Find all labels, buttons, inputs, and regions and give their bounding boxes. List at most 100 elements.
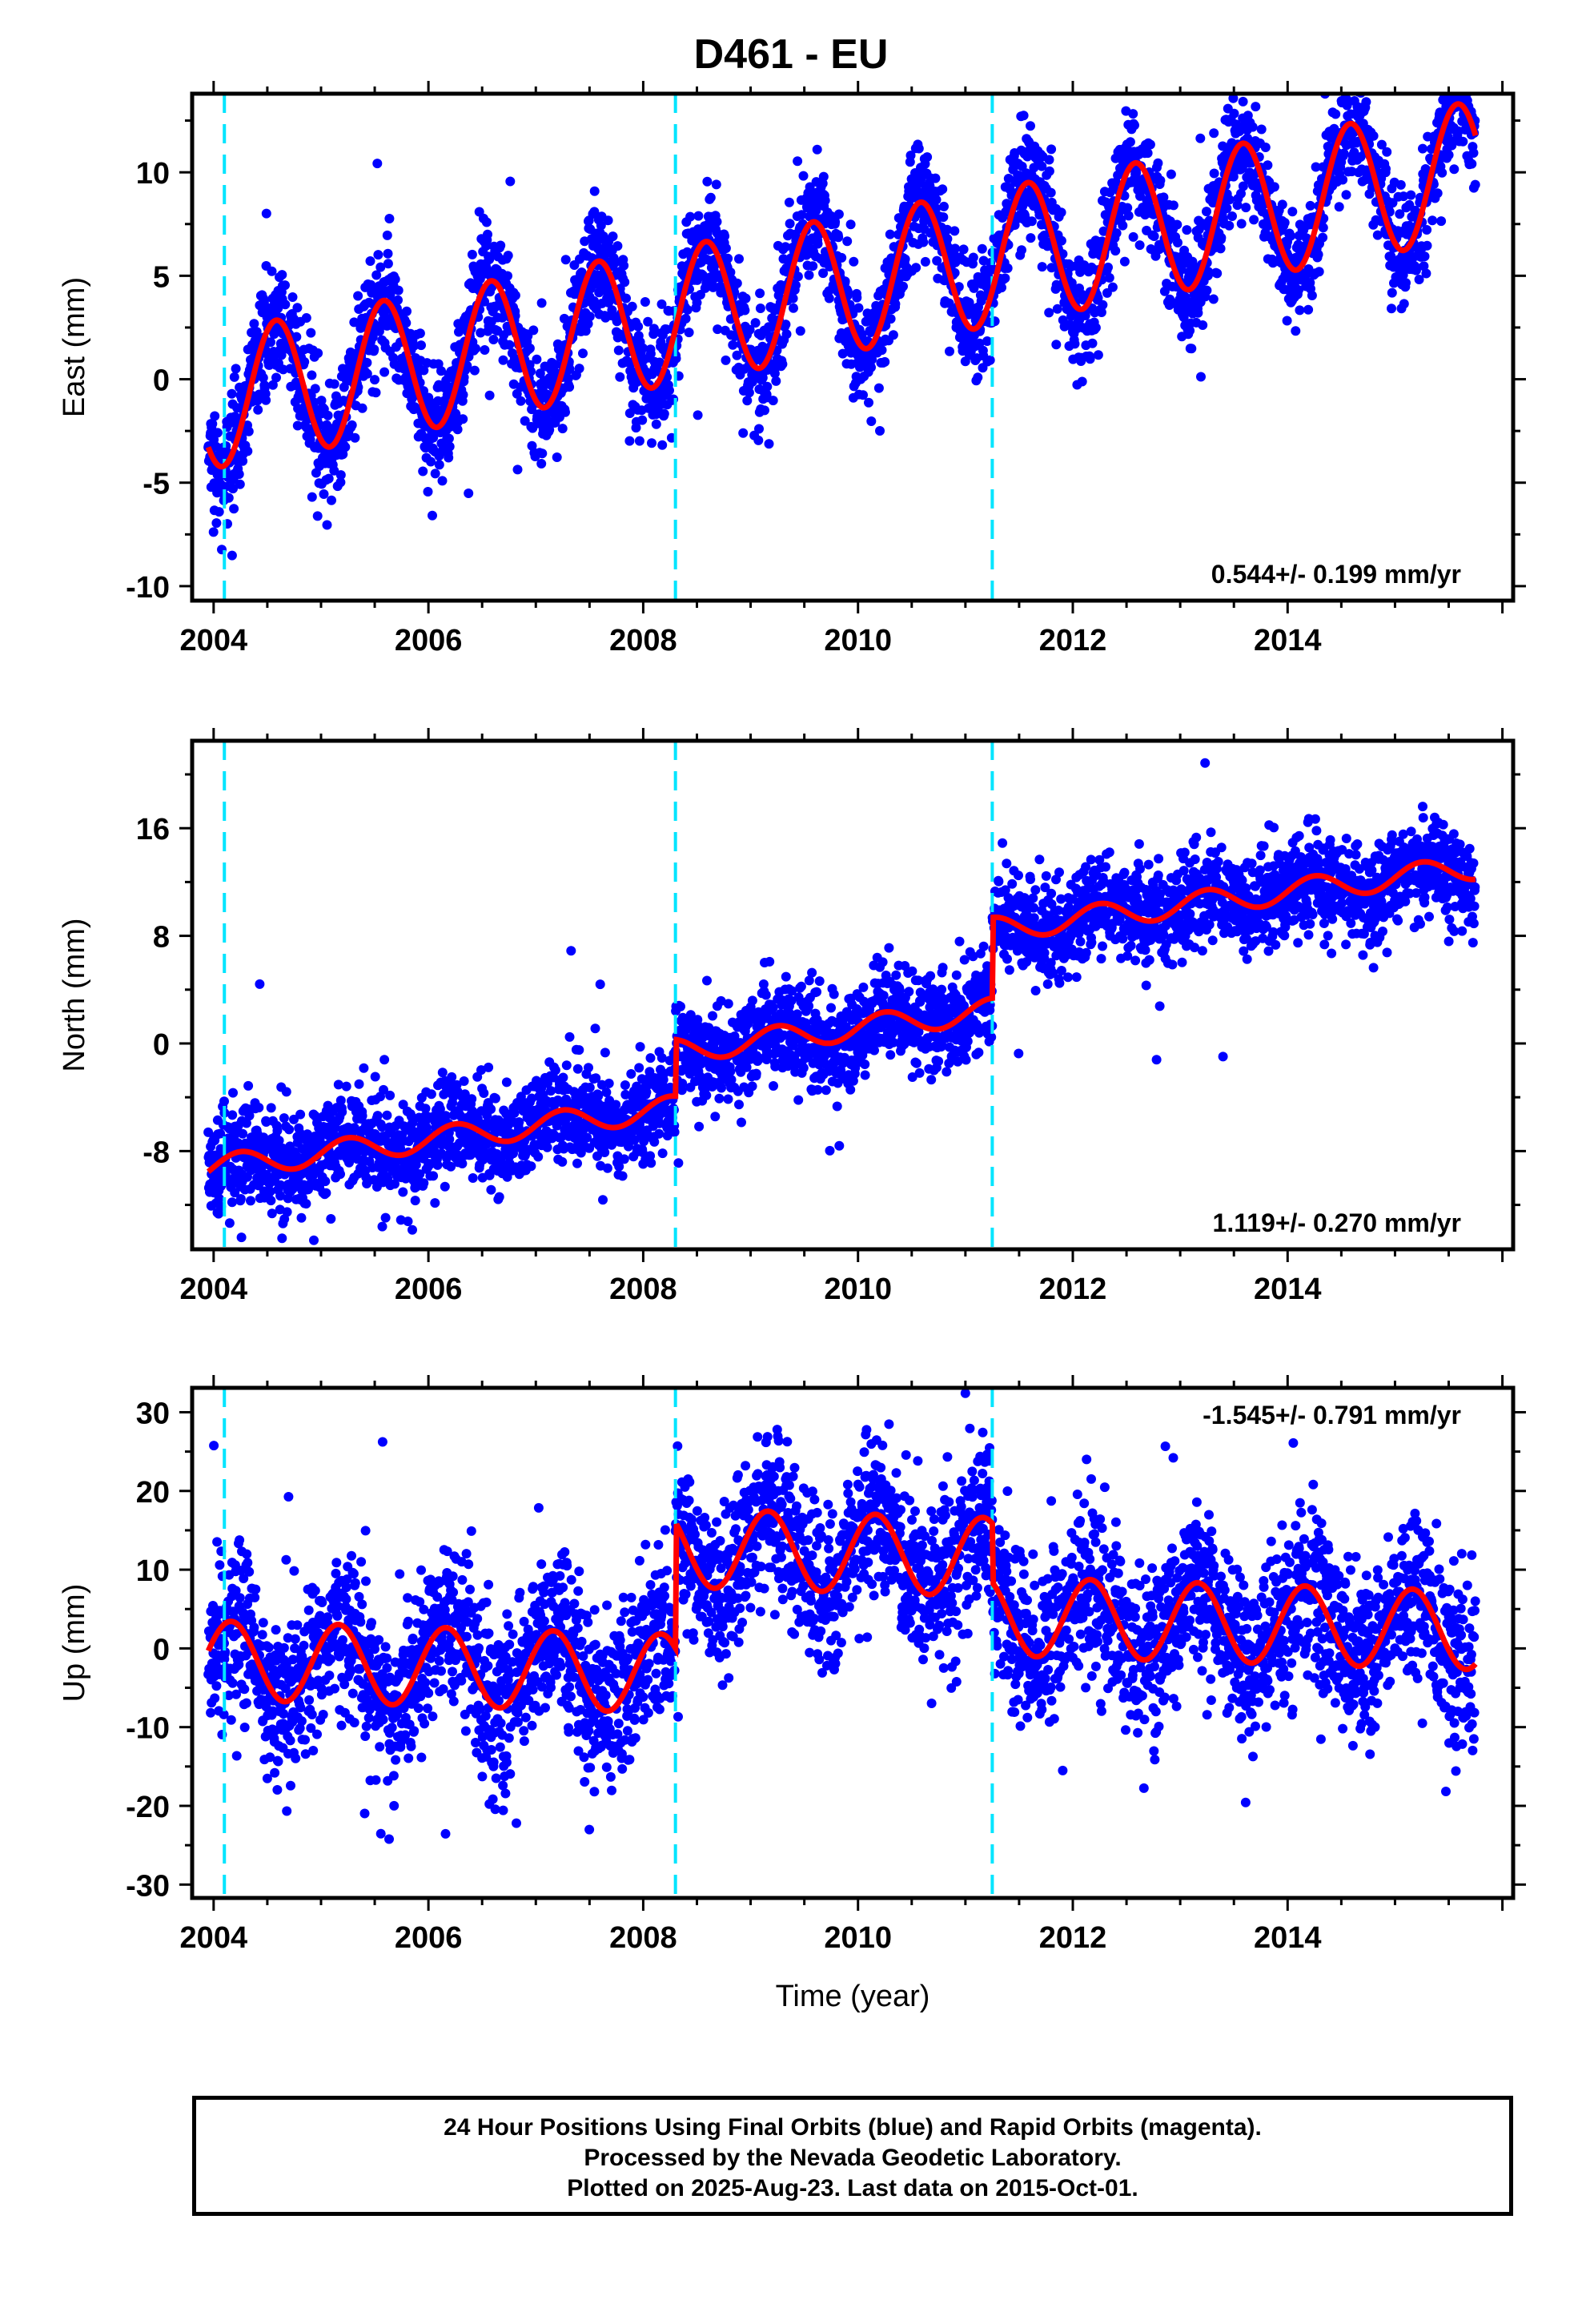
- data-point: [885, 229, 895, 239]
- data-point: [301, 1199, 311, 1209]
- data-point: [524, 343, 535, 353]
- data-point: [258, 372, 268, 383]
- data-point: [1236, 57, 1246, 66]
- data-point: [349, 317, 359, 328]
- data-point: [1193, 308, 1203, 318]
- data-point: [755, 288, 765, 299]
- data-point: [1455, 78, 1464, 88]
- data-point: [249, 319, 259, 329]
- data-point: [728, 340, 738, 350]
- data-point: [372, 1111, 383, 1121]
- data-point: [231, 414, 242, 424]
- data-point: [1017, 245, 1026, 255]
- data-point: [900, 254, 910, 264]
- data-point: [1456, 83, 1466, 93]
- data-point: [1291, 326, 1301, 336]
- data-points: [203, 46, 1480, 561]
- data-point: [918, 237, 929, 247]
- data-point: [1307, 291, 1317, 300]
- data-point: [1363, 66, 1373, 76]
- data-point: [255, 979, 265, 989]
- data-point: [612, 241, 623, 251]
- data-point: [512, 464, 523, 475]
- data-point: [253, 404, 263, 415]
- data-point: [1368, 131, 1379, 141]
- data-point: [1119, 256, 1130, 267]
- data-point: [329, 379, 339, 389]
- data-point: [945, 346, 954, 356]
- data-point: [1437, 167, 1447, 178]
- data-point: [423, 487, 433, 497]
- data-point: [501, 1077, 512, 1088]
- data-point: [845, 219, 856, 230]
- data-point: [544, 424, 555, 435]
- data-point: [1123, 211, 1134, 221]
- data-point: [277, 270, 287, 280]
- data-point: [464, 489, 474, 498]
- data-point: [1125, 137, 1135, 147]
- data-point: [1128, 231, 1138, 242]
- data-point: [505, 176, 516, 187]
- data-point: [1168, 200, 1178, 211]
- data-point: [705, 192, 716, 203]
- data-point: [1202, 285, 1212, 296]
- data-point: [353, 291, 363, 301]
- data-point: [812, 144, 822, 155]
- data-point: [1215, 243, 1226, 254]
- data-point: [1443, 76, 1453, 86]
- data-point: [401, 318, 412, 328]
- data-point: [214, 507, 224, 517]
- data-point: [885, 314, 896, 324]
- data-point: [560, 255, 571, 265]
- data-point: [858, 390, 868, 400]
- data-point: [261, 395, 271, 405]
- data-point: [777, 359, 788, 369]
- data-point: [444, 433, 454, 444]
- data-point: [307, 492, 317, 502]
- data-point: [1134, 240, 1145, 251]
- data-point: [444, 441, 455, 452]
- data-point: [238, 1128, 248, 1139]
- data-point: [721, 243, 731, 253]
- data-point: [227, 550, 237, 561]
- data-point: [596, 220, 606, 231]
- data-point: [266, 1196, 276, 1206]
- data-point: [1173, 238, 1182, 247]
- data-point: [1256, 124, 1267, 135]
- data-point: [977, 243, 987, 254]
- data-point: [509, 353, 520, 364]
- data-point: [574, 364, 584, 374]
- data-point: [357, 1111, 367, 1121]
- data-point: [922, 152, 933, 163]
- data-point: [1357, 80, 1367, 90]
- data-point: [365, 256, 375, 266]
- data-point: [1209, 168, 1219, 179]
- data-point: [1456, 46, 1466, 55]
- data-point: [833, 232, 844, 243]
- data-point: [319, 489, 329, 499]
- data-point: [510, 290, 520, 300]
- data-point: [1093, 350, 1103, 360]
- x-tick-label: 2010: [824, 624, 892, 657]
- data-point: [354, 1079, 364, 1089]
- data-point: [408, 1224, 417, 1235]
- data-point: [1318, 223, 1328, 233]
- data-point: [790, 280, 801, 291]
- data-point: [476, 328, 486, 338]
- data-point: [1279, 218, 1290, 227]
- data-point: [227, 1197, 237, 1208]
- data-point: [852, 292, 862, 303]
- data-point: [292, 303, 303, 313]
- data-point: [494, 1192, 504, 1202]
- data-point: [723, 253, 733, 263]
- data-point: [890, 299, 901, 309]
- data-point: [390, 274, 400, 284]
- data-point: [633, 321, 644, 332]
- data-point: [693, 211, 704, 221]
- data-point: [271, 372, 281, 383]
- data-point: [750, 318, 761, 328]
- data-point: [1026, 121, 1035, 131]
- data-point: [1111, 228, 1122, 239]
